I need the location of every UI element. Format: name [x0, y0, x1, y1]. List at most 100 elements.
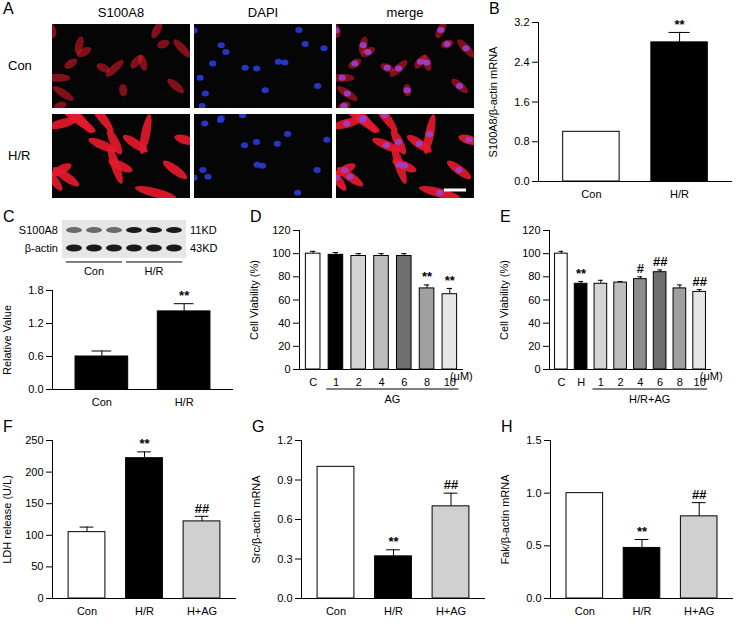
svg-text:200: 200 — [25, 466, 43, 478]
svg-text:6: 6 — [657, 376, 663, 388]
svg-text:100: 100 — [25, 529, 43, 541]
svg-text:##: ## — [444, 477, 459, 492]
svg-text:0.3: 0.3 — [277, 553, 292, 565]
svg-text:Src/β-actin mRNA: Src/β-actin mRNA — [250, 475, 262, 564]
svg-text:4: 4 — [637, 376, 643, 388]
svg-text:8: 8 — [424, 376, 430, 388]
svg-text:1.0: 1.0 — [526, 487, 541, 499]
svg-text:Con: Con — [77, 605, 97, 617]
svg-text:11KD: 11KD — [190, 224, 217, 236]
svg-text:40: 40 — [528, 317, 540, 329]
svg-text:H/R: H/R — [135, 605, 154, 617]
svg-text:LDH release (U/L): LDH release (U/L) — [1, 475, 13, 564]
svg-text:0.0: 0.0 — [514, 175, 529, 187]
svg-text:##: ## — [653, 254, 668, 269]
svg-text:120: 120 — [272, 224, 290, 236]
svg-text:6: 6 — [401, 376, 407, 388]
svg-text:C: C — [309, 376, 317, 388]
svg-text:##: ## — [692, 487, 707, 502]
svg-text:80: 80 — [528, 270, 540, 282]
svg-text:2: 2 — [618, 376, 624, 388]
svg-text:H: H — [577, 376, 585, 388]
svg-text:4: 4 — [378, 376, 384, 388]
svg-text:20: 20 — [278, 340, 290, 352]
svg-text:0.0: 0.0 — [526, 592, 541, 604]
svg-text:43KD: 43KD — [190, 242, 218, 254]
svg-text:**: ** — [422, 269, 433, 284]
svg-text:2: 2 — [356, 376, 362, 388]
svg-text:3.2: 3.2 — [514, 16, 529, 28]
svg-text:Relative Value: Relative Value — [1, 305, 13, 375]
svg-text:H+AG: H+AG — [187, 605, 217, 617]
svg-text:8: 8 — [677, 376, 683, 388]
svg-text:**: ** — [388, 534, 399, 549]
svg-text:0.8: 0.8 — [514, 135, 529, 147]
svg-text:**: ** — [445, 273, 456, 288]
svg-text:120: 120 — [522, 224, 540, 236]
svg-text:1: 1 — [333, 376, 339, 388]
svg-text:150: 150 — [25, 497, 43, 509]
svg-text:0.5: 0.5 — [526, 539, 541, 551]
svg-text:##: ## — [195, 501, 210, 516]
svg-text:Con: Con — [326, 605, 346, 617]
svg-text:Con: Con — [575, 605, 595, 617]
svg-text:S100A8: S100A8 — [98, 5, 144, 20]
svg-text:1.2: 1.2 — [277, 434, 292, 446]
svg-text:20: 20 — [528, 340, 540, 352]
svg-text:0: 0 — [284, 363, 290, 375]
svg-text:H/R: H/R — [145, 265, 164, 277]
svg-text:2.4: 2.4 — [514, 56, 529, 68]
svg-text:DAPI: DAPI — [248, 5, 278, 20]
svg-text:60: 60 — [528, 294, 540, 306]
svg-text:H/R: H/R — [8, 148, 30, 163]
svg-text:0.6: 0.6 — [28, 350, 43, 362]
svg-text:##: ## — [692, 274, 707, 289]
svg-text:**: ** — [576, 266, 587, 281]
svg-text:H+AG: H+AG — [684, 605, 714, 617]
svg-text:1.6: 1.6 — [514, 96, 529, 108]
svg-text:AG: AG — [384, 393, 400, 405]
svg-text:1.2: 1.2 — [28, 317, 43, 329]
svg-text:merge: merge — [387, 5, 424, 20]
svg-text:Con: Con — [8, 58, 32, 73]
svg-text:100: 100 — [522, 247, 540, 259]
svg-text:0.0: 0.0 — [28, 383, 43, 395]
svg-text:60: 60 — [278, 294, 290, 306]
svg-text:0.0: 0.0 — [277, 592, 292, 604]
svg-text:1.8: 1.8 — [28, 284, 43, 296]
svg-text:1.5: 1.5 — [526, 434, 541, 446]
svg-text:C: C — [557, 376, 565, 388]
svg-text:β-actin: β-actin — [25, 242, 58, 254]
svg-text:0: 0 — [37, 592, 43, 604]
svg-text:H/R+AG: H/R+AG — [629, 393, 670, 405]
svg-text:**: ** — [637, 524, 648, 539]
svg-text:S100A8/β-actin mRNA: S100A8/β-actin mRNA — [487, 46, 499, 158]
svg-text:0.6: 0.6 — [277, 513, 292, 525]
svg-text:Con: Con — [581, 188, 601, 200]
svg-text:H+AG: H+AG — [436, 605, 466, 617]
svg-text:H/R: H/R — [384, 605, 403, 617]
svg-text:**: ** — [179, 288, 190, 303]
svg-text:1: 1 — [598, 376, 604, 388]
svg-text:S100A8: S100A8 — [19, 224, 58, 236]
svg-text:Cell Viability (%): Cell Viability (%) — [498, 260, 510, 340]
svg-text:Con: Con — [92, 396, 112, 408]
svg-text:0: 0 — [534, 363, 540, 375]
svg-text:Con: Con — [84, 265, 104, 277]
svg-text:50: 50 — [31, 560, 43, 572]
svg-text:H/R: H/R — [175, 396, 194, 408]
svg-text:H/R: H/R — [670, 188, 689, 200]
svg-text:100: 100 — [272, 247, 290, 259]
svg-text:#: # — [637, 261, 645, 276]
svg-text:(μM): (μM) — [700, 370, 723, 382]
svg-text:0.9: 0.9 — [277, 474, 292, 486]
svg-text:80: 80 — [278, 270, 290, 282]
svg-text:40: 40 — [278, 317, 290, 329]
svg-text:(μM): (μM) — [450, 370, 473, 382]
svg-text:Fak/β-actin mRNA: Fak/β-actin mRNA — [499, 474, 511, 565]
svg-text:**: ** — [675, 17, 686, 32]
svg-text:Cell Viability (%): Cell Viability (%) — [248, 260, 260, 340]
svg-text:H/R: H/R — [633, 605, 652, 617]
svg-text:**: ** — [139, 436, 150, 451]
svg-text:250: 250 — [25, 434, 43, 446]
